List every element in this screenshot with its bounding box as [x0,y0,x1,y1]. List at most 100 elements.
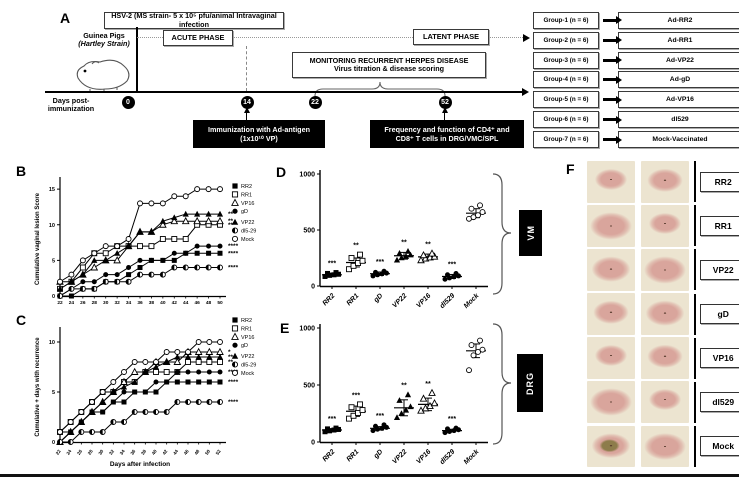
photo-divider-bar [694,425,697,467]
group-vaccine-box: Ad-RR2 [618,11,739,29]
group-row: Group-6 (n = 6) dl529 [533,111,739,129]
group-vaccine-box: Ad-gD [618,71,739,89]
svg-text:***: *** [376,413,384,420]
panel-d-label: D [276,164,287,180]
svg-text:44: 44 [183,300,189,306]
svg-text:****: **** [228,379,239,386]
acute-phase-box: ACUTE PHASE [163,30,233,46]
svg-text:VP22: VP22 [241,354,254,360]
svg-text:46: 46 [194,300,200,306]
svg-text:48: 48 [193,448,200,455]
group-arrow-icon [603,16,622,25]
svg-text:0: 0 [311,284,315,291]
svg-text:Mock: Mock [463,448,481,466]
svg-text:gD: gD [241,343,248,349]
lesion-photo [641,425,689,468]
groups-list: Group-1 (n = 6) Ad-RR2 Group-2 (n = 6) Ad-R… [533,11,739,149]
infection-day-line [136,27,138,92]
svg-text:VP16: VP16 [241,201,254,207]
group-vaccine-box: Ad-VP16 [618,91,739,109]
group-name-box: Group-3 (n = 6) [533,51,599,69]
svg-text:500: 500 [303,228,315,235]
photo-row-mock: Mock [587,425,739,468]
svg-text:***: *** [376,259,384,266]
photo-grid: RR2 RR1 VP22 gD VP16 dl529 Mock [587,161,739,468]
svg-text:****: **** [228,399,239,406]
lesion-photo [587,161,635,203]
panel-d-chart: 0 500 1000 RR2 *** RR1 ** gD *** VP22 ** VP16 ** dl52… [299,170,488,310]
frequency-line1: Frequency and function of CD4⁺ and [384,125,510,134]
lesion-photo [587,205,635,247]
svg-text:0: 0 [311,440,315,447]
group-vaccine-box: dl529 [618,111,739,129]
frequency-arrowhead-icon [441,107,448,113]
svg-text:26: 26 [80,300,86,306]
svg-text:VP16: VP16 [415,292,432,309]
svg-text:RR1: RR1 [241,192,252,198]
svg-text:30: 30 [103,300,109,306]
infection-title-box: HSV-2 (MS strain- 5 x 10⁵ pfu/animal Int… [104,12,284,29]
monitoring-box: MONITORING RECURRENT HERPES DISEASE Viru… [292,52,486,78]
svg-text:Mock: Mock [241,371,254,377]
group-name-box: Group-4 (n = 6) [533,71,599,89]
group-arrow-icon [603,55,622,64]
photo-row-label: VP22 [700,259,739,280]
frequency-line2: CD8⁺ T cells in DRG/VMC/SPL [395,134,499,143]
frequency-arrow-line [444,112,446,120]
lesion-photo [587,337,635,379]
lesion-photo [587,381,635,423]
photo-row-label: dl529 [700,392,739,413]
phase-dotted-line [137,37,523,38]
group-row: Group-2 (n = 6) Ad-RR1 [533,31,739,49]
animal-name: Guinea Pigs [83,31,125,40]
svg-text:dl5-29: dl5-29 [241,229,256,235]
timeline-arrowhead-icon [522,88,529,96]
guinea-pig-icon [76,59,130,92]
phase-line-arrowhead-icon [523,34,530,42]
svg-text:****: **** [228,243,239,250]
svg-text:RR1: RR1 [241,326,252,332]
photo-row-label: Mock [700,436,739,457]
svg-text:****: **** [228,250,239,257]
panel-d-brace [492,173,512,295]
photo-row-label: RR2 [700,171,739,192]
group-name-box: Group-2 (n = 6) [533,31,599,49]
svg-text:*: * [228,349,231,356]
svg-text:Cumulative + days with recurre: Cumulative + days with recurrence [35,337,41,437]
svg-text:22: 22 [57,300,63,306]
svg-text:dl5-29: dl5-29 [241,363,256,369]
svg-text:32: 32 [114,300,120,306]
svg-text:**: ** [425,381,431,388]
panel-e-brace [492,323,512,445]
svg-text:RR2: RR2 [322,448,337,463]
svg-text:500: 500 [303,383,315,390]
group-vaccine-box: Mock-Vaccinated [618,131,739,149]
latent-phase-box: LATENT PHASE [413,29,489,45]
svg-text:24: 24 [69,300,75,306]
panel-a-label: A [60,10,71,26]
svg-text:22: 22 [55,448,62,455]
group-arrow-icon [603,115,622,124]
svg-text:42: 42 [161,448,168,455]
photo-row-dl529: dl529 [587,381,739,423]
photo-divider-bar [694,337,697,379]
svg-text:52: 52 [215,448,222,455]
timeline [45,91,523,94]
svg-text:46: 46 [183,448,190,455]
svg-text:44: 44 [172,448,179,455]
photo-divider-bar [694,249,697,291]
svg-text:dl529: dl529 [439,448,457,466]
photo-divider-bar [694,381,697,423]
immunization-line2: (1x10¹⁰ VP) [240,134,278,143]
photo-row-vp22: VP22 [587,249,739,291]
svg-text:24: 24 [65,448,72,455]
photo-row-vp16: VP16 [587,337,739,379]
group-vaccine-box: Ad-VP22 [618,51,739,69]
svg-text:RR2: RR2 [241,184,252,190]
svg-text:VP22: VP22 [391,292,408,309]
svg-text:28: 28 [87,448,94,455]
svg-text:38: 38 [149,300,155,306]
svg-text:0: 0 [52,294,55,300]
svg-text:42: 42 [172,300,178,306]
monitoring-brace [314,81,446,97]
